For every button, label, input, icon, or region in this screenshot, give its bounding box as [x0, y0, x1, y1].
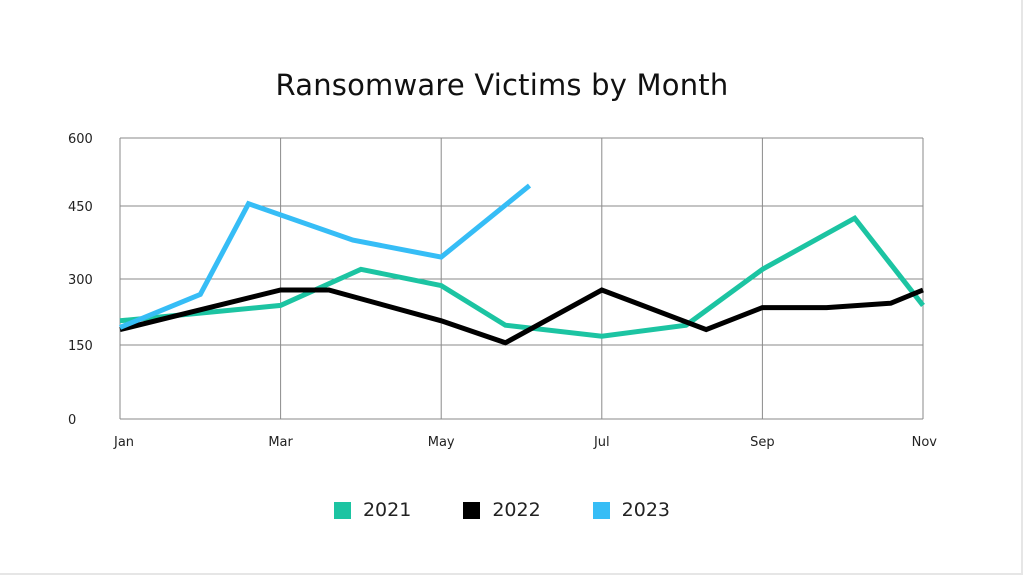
y-tick-label: 450: [68, 200, 93, 215]
grid-lines: [119, 137, 924, 420]
chart-title: Ransomware Victims by Month: [275, 68, 729, 102]
legend-swatch-icon: [463, 501, 481, 519]
series-line-2021: [119, 214, 925, 339]
x-axis-ticks: Jan Mar May Jul Sep Nov: [113, 435, 937, 450]
y-tick-label: 0: [68, 413, 76, 428]
legend-label: 2023: [621, 499, 671, 521]
series-line-2022: [119, 287, 924, 346]
y-tick-label: 600: [68, 132, 93, 147]
legend-label: 2022: [492, 499, 541, 521]
chart-legend: 2021 2022 2023: [0, 499, 1004, 521]
series-line-2023: [119, 183, 532, 330]
legend-swatch-icon: [592, 501, 610, 519]
x-tick-label: Nov: [912, 435, 938, 450]
legend-item-2022: 2022: [463, 499, 541, 521]
y-tick-label: 150: [68, 339, 93, 354]
y-tick-label: 300: [68, 273, 93, 288]
x-tick-label: May: [428, 435, 455, 450]
legend-swatch-icon: [333, 501, 351, 519]
legend-label: 2021: [362, 499, 412, 521]
x-tick-label: Mar: [268, 435, 293, 450]
legend-item-2021: 2021: [333, 499, 412, 521]
legend-item-2023: 2023: [592, 499, 671, 521]
x-tick-label: Jul: [593, 435, 610, 450]
x-tick-label: Sep: [750, 435, 775, 450]
y-axis-ticks: 0 150 300 450 600: [68, 132, 93, 428]
x-tick-label: Jan: [113, 435, 134, 450]
data-series-lines: [119, 183, 925, 346]
